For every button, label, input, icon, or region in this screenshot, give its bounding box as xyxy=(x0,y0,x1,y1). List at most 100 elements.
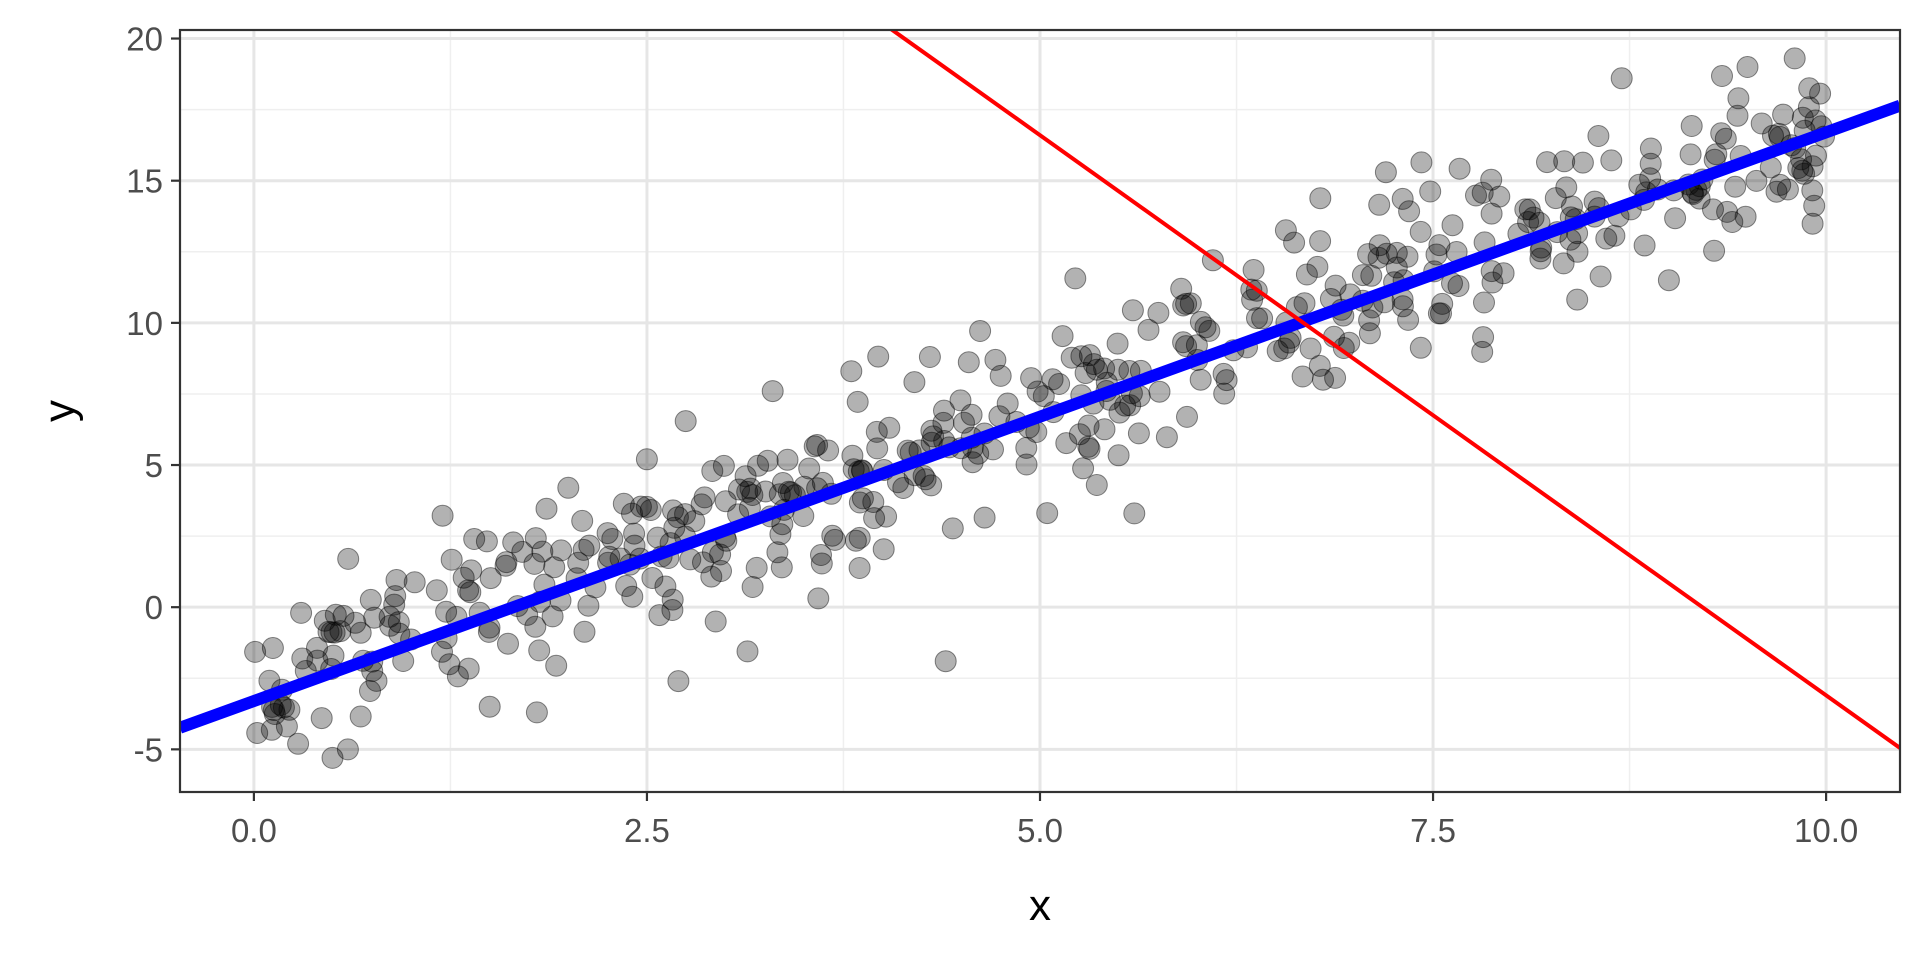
data-point xyxy=(1077,435,1100,458)
data-point xyxy=(612,492,635,515)
data-point xyxy=(272,696,295,719)
data-point xyxy=(1312,368,1334,391)
data-point xyxy=(578,534,601,557)
data-point xyxy=(1283,231,1306,254)
data-point xyxy=(1688,187,1711,210)
data-point xyxy=(1119,394,1142,417)
data-point xyxy=(1480,202,1503,225)
data-point xyxy=(1212,362,1235,385)
data-point xyxy=(1385,256,1408,279)
data-point xyxy=(1664,207,1687,230)
data-point xyxy=(934,650,957,673)
data-point xyxy=(246,722,269,744)
data-point xyxy=(1179,292,1202,315)
data-point xyxy=(798,457,821,480)
data-point xyxy=(648,604,671,627)
data-point xyxy=(1769,173,1792,196)
data-point xyxy=(741,484,764,506)
data-point xyxy=(690,493,713,516)
data-point xyxy=(263,703,286,725)
data-point xyxy=(1727,87,1750,110)
data-point xyxy=(475,530,498,553)
data-point xyxy=(278,698,301,721)
data-point xyxy=(543,556,566,579)
data-point xyxy=(524,527,547,550)
data-point xyxy=(1295,263,1318,286)
data-point xyxy=(1020,367,1043,390)
data-point xyxy=(306,636,328,659)
data-point xyxy=(1175,335,1198,358)
fit-lines xyxy=(180,30,1900,750)
data-point xyxy=(662,499,684,522)
data-point xyxy=(1529,247,1552,270)
data-point xyxy=(460,559,483,582)
y-tick-label: 15 xyxy=(126,163,163,200)
data-point xyxy=(261,637,284,659)
y-axis: -5 0 5 10 15 20 xyxy=(126,21,180,768)
data-point xyxy=(1566,288,1589,311)
data-point xyxy=(1015,453,1038,476)
data-point xyxy=(862,491,885,513)
data-point xyxy=(776,448,799,471)
data-point xyxy=(621,585,644,608)
data-point xyxy=(1385,241,1408,264)
data-point xyxy=(1427,302,1450,325)
data-point xyxy=(1710,122,1733,145)
data-point xyxy=(1473,291,1495,314)
data-point xyxy=(431,504,454,527)
data-point xyxy=(961,451,984,474)
data-point xyxy=(769,523,792,546)
data-point xyxy=(1555,176,1578,199)
data-point xyxy=(1571,151,1594,174)
data-point xyxy=(863,507,886,530)
data-point xyxy=(865,420,888,443)
data-point xyxy=(1198,319,1221,342)
data-point xyxy=(872,538,895,561)
data-point xyxy=(1801,179,1824,202)
data-point xyxy=(1375,242,1398,265)
data-point xyxy=(1266,340,1289,362)
data-point xyxy=(359,680,381,702)
data-point xyxy=(1783,47,1806,70)
data-point xyxy=(1471,340,1494,363)
data-point xyxy=(1633,234,1656,257)
data-point xyxy=(1114,394,1137,417)
data-point xyxy=(244,640,267,663)
data-point xyxy=(438,653,461,676)
y-axis-title: y xyxy=(35,400,84,422)
data-point xyxy=(1036,502,1059,525)
data-point xyxy=(365,669,388,692)
data-point xyxy=(1041,368,1064,391)
data-point xyxy=(1170,277,1193,300)
data-point xyxy=(379,614,402,637)
data-point xyxy=(1481,271,1504,294)
data-point xyxy=(623,534,646,557)
data-point xyxy=(848,526,871,549)
data-point xyxy=(912,465,935,487)
fit-line xyxy=(888,30,1900,750)
data-point xyxy=(1680,115,1703,137)
data-point xyxy=(359,588,382,611)
data-point xyxy=(337,547,360,570)
data-point xyxy=(674,410,697,433)
data-point xyxy=(1074,362,1097,384)
data-point xyxy=(1172,331,1195,354)
data-point xyxy=(1441,214,1464,237)
data-point xyxy=(349,705,372,728)
data-point xyxy=(953,411,975,434)
data-point xyxy=(1251,307,1274,330)
data-point xyxy=(502,531,525,554)
data-point xyxy=(1544,187,1567,210)
data-point xyxy=(457,657,480,680)
data-point xyxy=(1085,474,1108,496)
data-point xyxy=(823,528,846,551)
data-point xyxy=(1430,302,1452,325)
data-point xyxy=(892,477,915,499)
data-point xyxy=(851,487,874,510)
data-point xyxy=(1360,264,1383,287)
data-point xyxy=(1358,322,1381,345)
data-point xyxy=(1610,67,1633,90)
data-point xyxy=(674,503,697,526)
data-point xyxy=(1137,318,1160,341)
data-point xyxy=(1639,167,1662,190)
